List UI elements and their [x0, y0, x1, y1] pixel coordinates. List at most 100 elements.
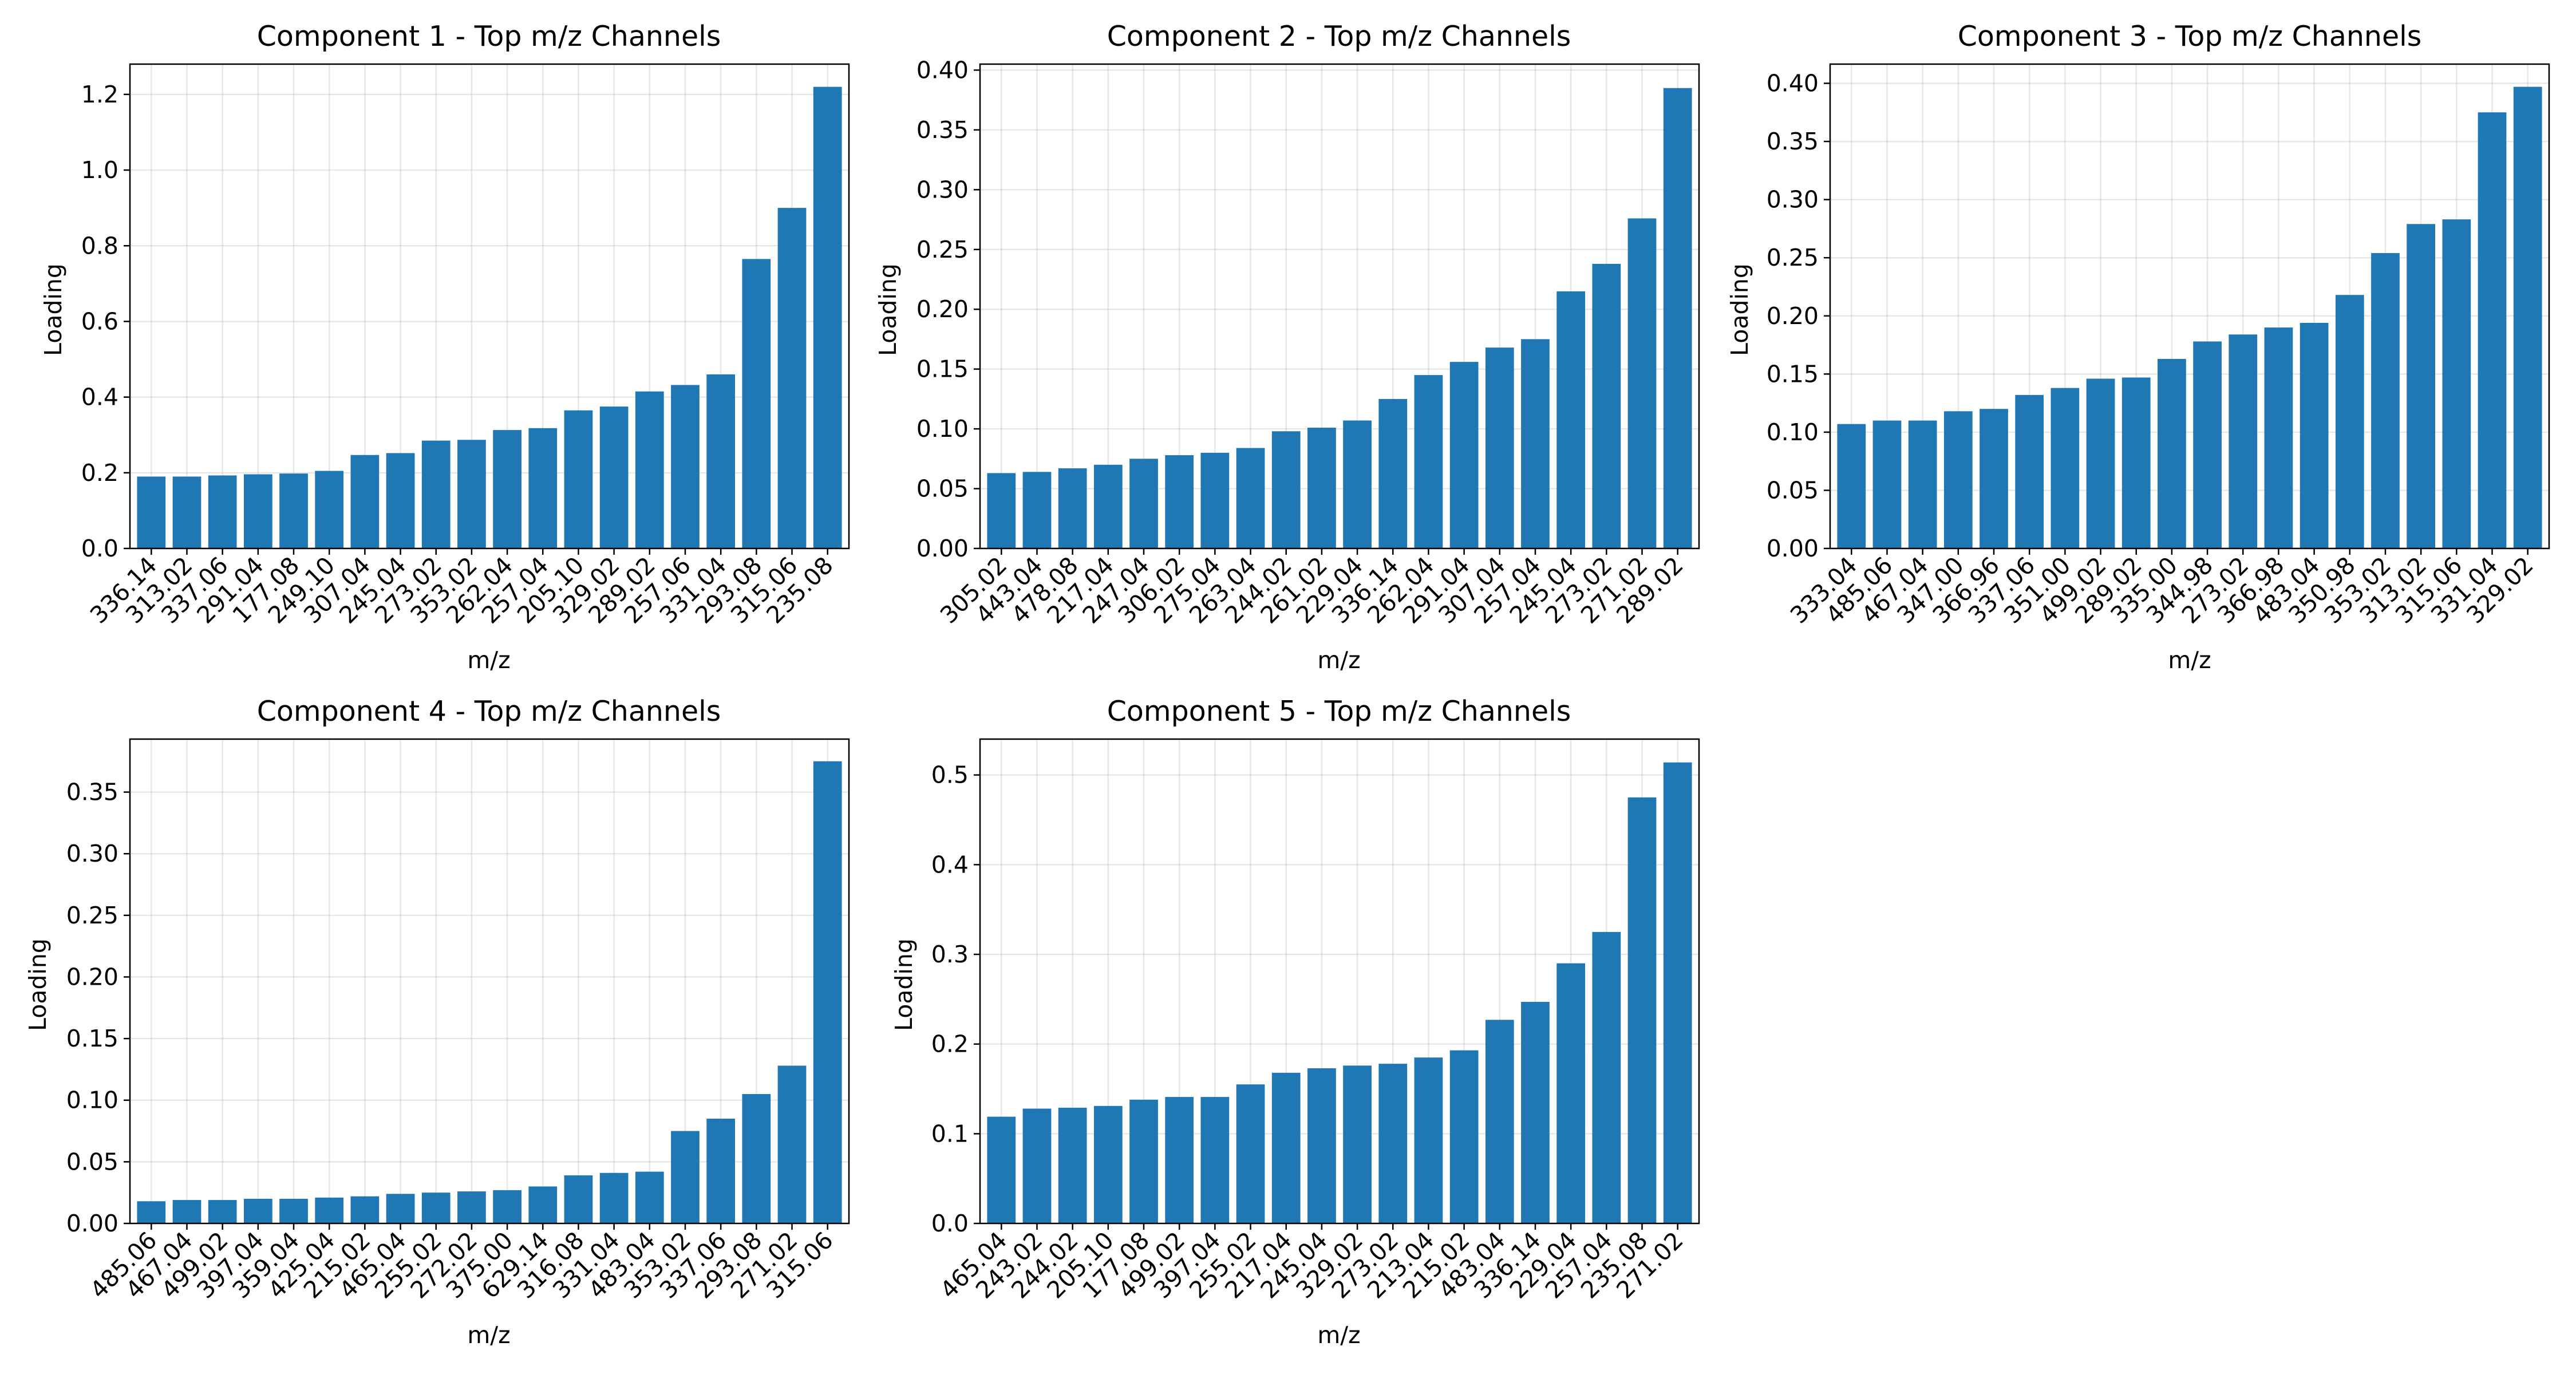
x-axis-label: m/z	[467, 1321, 510, 1349]
bar	[742, 1093, 771, 1223]
bars	[137, 761, 842, 1223]
bar	[421, 440, 451, 548]
bar	[1980, 409, 2008, 548]
bar	[1627, 797, 1657, 1223]
y-tick-label: 1.0	[81, 156, 118, 184]
chart-title: Component 3 - Top m/z Channels	[1958, 20, 2422, 53]
y-tick-label: 0.35	[916, 116, 969, 144]
y-tick-label: 0.00	[1767, 535, 1819, 562]
bar	[315, 471, 344, 548]
y-tick-label: 0.10	[916, 415, 969, 443]
bar	[2407, 224, 2436, 548]
axes-frame	[1829, 63, 2550, 550]
bar	[1307, 428, 1336, 548]
bar	[1058, 468, 1087, 548]
y-ticks: 0.00 0.05 0.10 0.15 0.20 0.25 0.30 0.35 0.40	[1767, 70, 1830, 562]
panel-component-5: Component 5 - Top m/z Channels Loading m…	[890, 695, 1700, 1349]
bar	[350, 455, 380, 548]
bar	[987, 1116, 1016, 1223]
bar	[279, 1198, 308, 1223]
bar	[528, 1186, 558, 1223]
panel-component-1: Component 1 - Top m/z Channels Loading m…	[39, 20, 850, 674]
bar	[599, 1172, 629, 1223]
bar	[2121, 377, 2151, 548]
bar	[987, 473, 1016, 548]
bar	[1200, 1097, 1230, 1223]
bar	[1236, 1084, 1265, 1223]
bar	[1449, 362, 1479, 548]
bar	[1592, 931, 1621, 1223]
bar	[635, 1171, 664, 1223]
y-tick-label: 0.20	[916, 295, 969, 323]
bar	[1378, 1064, 1408, 1223]
bar	[1627, 218, 1657, 548]
y-tick-label: 0.1	[931, 1120, 969, 1147]
bar	[1378, 398, 1408, 548]
y-tick-label: 0.0	[81, 535, 118, 562]
y-tick-label: 1.2	[81, 81, 118, 108]
y-tick-label: 0.05	[916, 475, 969, 503]
x-ticks: 336.14313.02337.06291.04177.08249.10307.…	[85, 548, 839, 629]
chart-title: Component 2 - Top m/z Channels	[1107, 20, 1571, 53]
bar	[493, 1190, 521, 1223]
bar	[243, 474, 272, 548]
y-tick-label: 0.00	[66, 1210, 118, 1237]
x-ticks: 465.04243.02244.02205.10177.08499.02397.…	[935, 1223, 1689, 1304]
bar	[1343, 1065, 1372, 1223]
bar	[1200, 452, 1230, 548]
y-tick-label: 0.05	[1767, 476, 1819, 504]
bar	[1663, 88, 1692, 548]
bar	[208, 1200, 237, 1223]
bar	[137, 1201, 166, 1223]
bars	[987, 88, 1692, 548]
chart-title: Component 5 - Top m/z Channels	[1107, 695, 1571, 728]
bar	[457, 1191, 486, 1223]
bar	[2229, 334, 2258, 548]
bar	[1022, 1108, 1052, 1223]
bar	[1093, 464, 1123, 548]
y-tick-label: 0.25	[916, 236, 969, 263]
bar	[1307, 1068, 1336, 1223]
bar	[243, 1198, 272, 1223]
y-tick-label: 0.2	[81, 459, 118, 487]
x-axis-label: m/z	[1317, 646, 1360, 674]
bar	[1872, 420, 1902, 548]
bar	[1943, 411, 1973, 548]
grid-lines	[1830, 64, 2549, 550]
y-tick-label: 0.40	[1767, 70, 1819, 97]
bar	[315, 1197, 344, 1223]
y-tick-label: 0.3	[931, 941, 969, 968]
bar	[2158, 358, 2186, 548]
bar	[386, 453, 415, 548]
y-tick-label: 0.0	[931, 1210, 969, 1237]
grid-lines	[130, 64, 849, 550]
x-ticks: 485.06467.04499.02397.04359.04425.04215.…	[85, 1223, 839, 1304]
bar	[208, 475, 237, 548]
y-axis-label: Loading	[1726, 263, 1753, 356]
y-axis-label: Loading	[890, 938, 918, 1031]
bar	[2478, 112, 2507, 549]
bar	[742, 259, 771, 548]
bar	[777, 1065, 807, 1223]
bar	[635, 391, 664, 548]
bar	[2335, 295, 2364, 548]
panel-component-3: Component 3 - Top m/z Channels Loading m…	[1726, 20, 2550, 674]
y-tick-label: 0.00	[916, 535, 969, 562]
bar	[1521, 339, 1550, 548]
bar	[1271, 431, 1301, 548]
bar	[2193, 341, 2222, 548]
y-tick-label: 0.25	[66, 902, 118, 929]
bar	[1165, 455, 1194, 548]
bar	[1663, 762, 1692, 1223]
x-axis-label: m/z	[467, 646, 510, 674]
bar	[1837, 424, 1866, 548]
bar	[2442, 219, 2471, 548]
x-ticks: 305.02443.04478.08217.04247.04306.02275.…	[935, 548, 1689, 629]
bar	[1414, 375, 1443, 548]
grid-lines	[980, 64, 1699, 550]
bar	[386, 1194, 415, 1223]
y-tick-label: 0.4	[81, 384, 118, 411]
bar	[1343, 420, 1372, 548]
y-tick-label: 0.25	[1767, 244, 1819, 271]
axes-frame	[129, 63, 850, 550]
